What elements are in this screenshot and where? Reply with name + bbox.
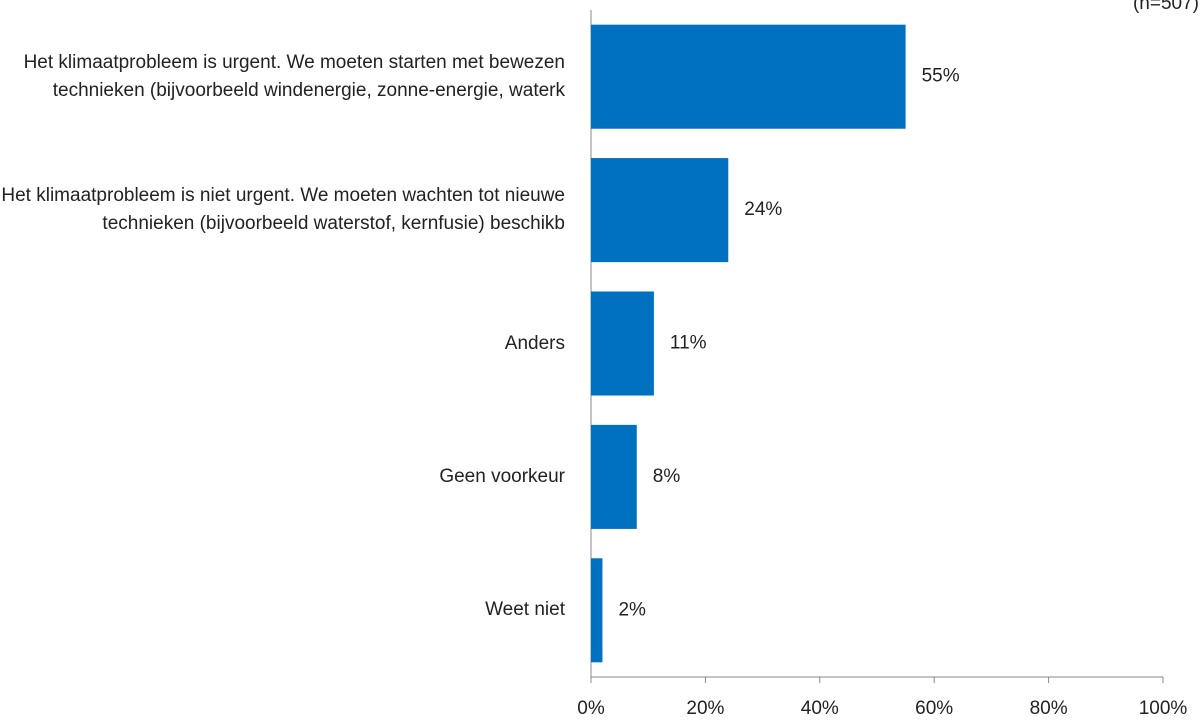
value-label: 8% (653, 466, 681, 487)
bar (591, 424, 637, 529)
chart-subtitle: (n=507) (1133, 0, 1199, 14)
category-label: Het klimaatprobleem is urgent. We moeten… (23, 51, 565, 101)
category-label: Weet niet (485, 599, 565, 621)
category-label: Het klimaatprobleem is niet urgent. We m… (1, 185, 565, 235)
x-tick-label: 40% (801, 698, 839, 719)
value-label: 11% (670, 333, 707, 354)
category-label: Geen voorkeur (439, 465, 565, 487)
x-tick-label: 80% (1030, 698, 1068, 719)
value-label: 55% (922, 66, 960, 87)
category-label: Anders (504, 332, 565, 354)
value-label: 2% (618, 599, 646, 620)
bar (591, 24, 906, 129)
bar (591, 558, 603, 663)
x-tick-label: 100% (1139, 698, 1188, 719)
x-tick-label: 60% (915, 698, 953, 719)
value-label: 24% (744, 199, 782, 220)
x-tick-label: 0% (577, 698, 605, 719)
bar (591, 291, 654, 396)
bar (591, 158, 729, 263)
x-tick-label: 20% (686, 698, 724, 719)
